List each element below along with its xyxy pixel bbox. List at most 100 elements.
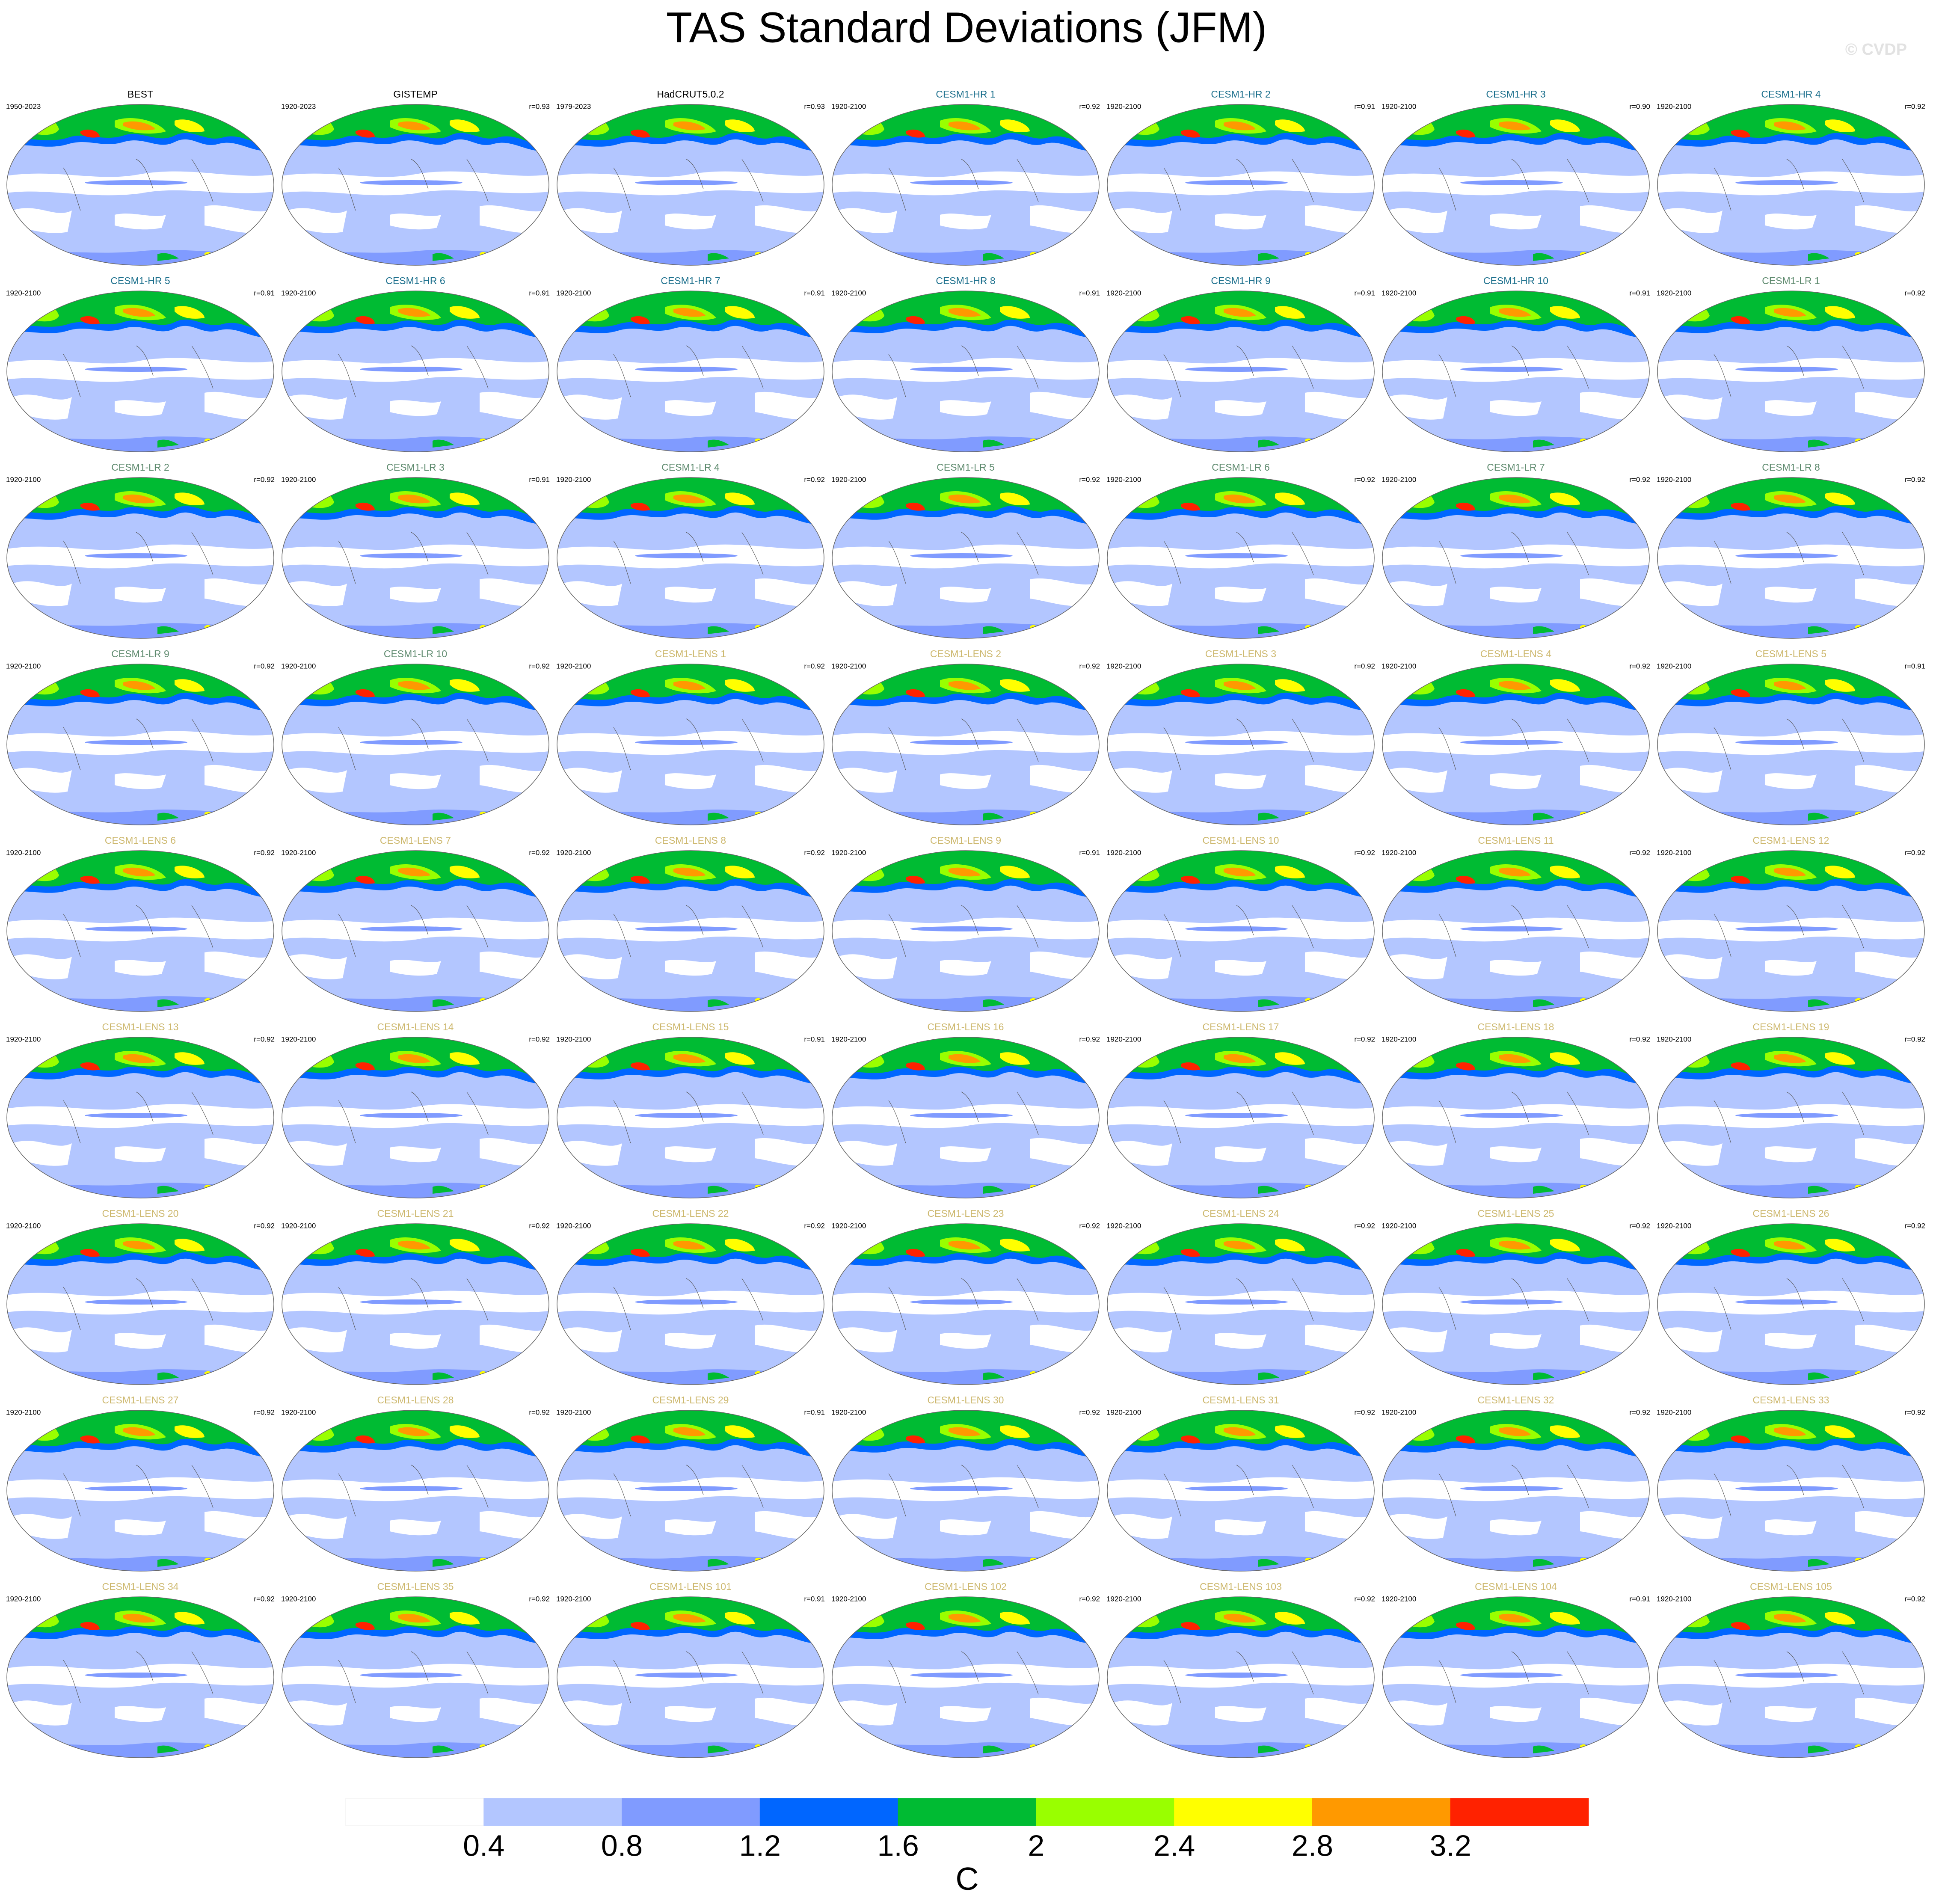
panel-period: 1920-2100 <box>1106 662 1141 670</box>
panel-period: 1920-2100 <box>281 1035 316 1043</box>
panel-period: 1920-2100 <box>1106 1408 1141 1416</box>
panel-period: 1920-2100 <box>1106 1222 1141 1230</box>
panel-period: 1920-2100 <box>1657 662 1691 670</box>
map <box>1654 659 1928 830</box>
panel-correlation: r=0.91 <box>1354 289 1375 297</box>
panel-title: CESM1-LENS 12 <box>1753 835 1829 846</box>
panel-correlation: r=0.92 <box>1079 1035 1100 1043</box>
panel-correlation: r=0.91 <box>1079 848 1100 857</box>
map <box>1104 1592 1378 1763</box>
map-panel: 1920-2100 CESM1-LENS 15 r=0.91 <box>554 1021 827 1203</box>
panel-period: 1920-2100 <box>1382 1595 1416 1603</box>
map-panel: 1920-2100 CESM1-LENS 103 r=0.92 <box>1104 1581 1378 1763</box>
panel-title: CESM1-LENS 29 <box>652 1394 729 1406</box>
panel-correlation: r=0.92 <box>1079 1595 1100 1603</box>
panel-correlation: r=0.92 <box>1904 848 1925 857</box>
map <box>554 1592 827 1763</box>
map-panel: 1920-2100 CESM1-LENS 104 r=0.91 <box>1379 1581 1653 1763</box>
panel-period: 1920-2100 <box>556 848 591 857</box>
map-panel: 1920-2100 CESM1-LENS 5 r=0.91 <box>1654 648 1928 830</box>
panel-period: 1920-2100 <box>1106 848 1141 857</box>
panel-title: CESM1-LENS 4 <box>1480 648 1551 659</box>
panel-period: 1920-2100 <box>6 1035 41 1043</box>
panel-correlation: r=0.92 <box>254 475 275 483</box>
panel-title: CESM1-LENS 14 <box>377 1021 454 1032</box>
panel-correlation: r=0.92 <box>529 1408 550 1416</box>
panel-title: CESM1-LENS 30 <box>928 1394 1004 1406</box>
map-panel: 1920-2100 CESM1-LR 1 r=0.92 <box>1654 275 1928 457</box>
map <box>3 1592 277 1763</box>
map-panel: 1920-2100 CESM1-LENS 14 r=0.92 <box>279 1021 552 1203</box>
panel-correlation: r=0.92 <box>254 1408 275 1416</box>
panel-title: CESM1-LENS 101 <box>649 1581 732 1592</box>
panel-correlation: r=0.92 <box>254 1035 275 1043</box>
panel-period: 1920-2100 <box>6 475 41 483</box>
panel-period: 1920-2100 <box>6 848 41 857</box>
panel-correlation: r=0.92 <box>1079 1222 1100 1230</box>
panel-period: 1920-2100 <box>1106 1035 1141 1043</box>
panel-title: CESM1-LENS 3 <box>1205 648 1276 659</box>
map <box>554 286 827 457</box>
panel-title: CESM1-LENS 13 <box>102 1021 179 1032</box>
map <box>554 1032 827 1203</box>
panel-period: 1920-2100 <box>831 1035 866 1043</box>
map-panel: 1920-2100 CESM1-LENS 105 r=0.92 <box>1654 1581 1928 1763</box>
panel-correlation: r=0.91 <box>804 1035 825 1043</box>
map-panel: 1920-2100 CESM1-LENS 13 r=0.92 <box>3 1021 277 1203</box>
panel-title: CESM1-LENS 1 <box>655 648 726 659</box>
panel-title: CESM1-HR 1 <box>936 89 995 100</box>
figure-title: TAS Standard Deviations (JFM) <box>666 3 1267 51</box>
panel-title: CESM1-LENS 105 <box>1750 1581 1832 1592</box>
map-panel: 1920-2100 CESM1-LENS 24 r=0.92 <box>1104 1208 1378 1390</box>
panel-period: 1920-2100 <box>1106 102 1141 110</box>
panel-period: 1920-2100 <box>1657 1595 1691 1603</box>
panel-correlation: r=0.92 <box>1354 1035 1375 1043</box>
panel-period: 1950-2023 <box>6 102 41 110</box>
panel-correlation: r=0.92 <box>1354 1408 1375 1416</box>
map-panel: 1920-2100 CESM1-LENS 102 r=0.92 <box>829 1581 1103 1763</box>
panel-period: 1920-2100 <box>556 662 591 670</box>
panel-correlation: r=0.92 <box>254 1222 275 1230</box>
map <box>554 99 827 270</box>
map <box>829 99 1103 270</box>
panel-period: 1920-2023 <box>281 102 316 110</box>
map-panel: 1920-2100 CESM1-HR 5 r=0.91 <box>3 275 277 457</box>
panel-correlation: r=0.92 <box>1904 289 1925 297</box>
panel-correlation: r=0.92 <box>254 1595 275 1603</box>
map <box>3 659 277 830</box>
panel-title: CESM1-HR 6 <box>385 275 445 286</box>
map <box>3 1032 277 1203</box>
panel-correlation: r=0.92 <box>1629 475 1650 483</box>
colorbar-box <box>622 1798 760 1826</box>
map-panel: 1979-2023 HadCRUT5.0.2 r=0.93 <box>554 89 827 270</box>
panel-title: CESM1-LENS 103 <box>1200 1581 1282 1592</box>
panel-correlation: r=0.91 <box>1354 102 1375 110</box>
panel-title: CESM1-LENS 33 <box>1753 1394 1829 1406</box>
panel-correlation: r=0.91 <box>1904 662 1925 670</box>
map <box>1654 1032 1928 1203</box>
colorbar-box <box>1312 1798 1451 1826</box>
panel-correlation: r=0.92 <box>804 848 825 857</box>
map-panel: 1920-2100 CESM1-LENS 33 r=0.92 <box>1654 1394 1928 1576</box>
panel-title: CESM1-LENS 26 <box>1753 1208 1829 1219</box>
panel-period: 1920-2100 <box>6 662 41 670</box>
panel-correlation: r=0.92 <box>529 662 550 670</box>
panel-title: CESM1-HR 7 <box>661 275 720 286</box>
panel-period: 1920-2100 <box>1657 475 1691 483</box>
panel-title: CESM1-LENS 19 <box>1753 1021 1829 1032</box>
map <box>3 286 277 457</box>
colorbar-box <box>1174 1798 1313 1826</box>
panel-period: 1920-2100 <box>281 662 316 670</box>
panel-period: 1920-2100 <box>281 1408 316 1416</box>
map-panel: 1920-2100 CESM1-LENS 32 r=0.92 <box>1379 1394 1653 1576</box>
panel-period: 1920-2100 <box>1106 289 1141 297</box>
panel-period: 1920-2100 <box>6 289 41 297</box>
map-panel: 1920-2100 CESM1-LR 8 r=0.92 <box>1654 462 1928 644</box>
panel-correlation: r=0.92 <box>1354 475 1375 483</box>
panel-period: 1920-2100 <box>831 1595 866 1603</box>
panel-correlation: r=0.91 <box>804 1408 825 1416</box>
panel-correlation: r=0.92 <box>529 848 550 857</box>
panel-title: CESM1-LENS 2 <box>930 648 1001 659</box>
panel-title: CESM1-HR 2 <box>1211 89 1270 100</box>
